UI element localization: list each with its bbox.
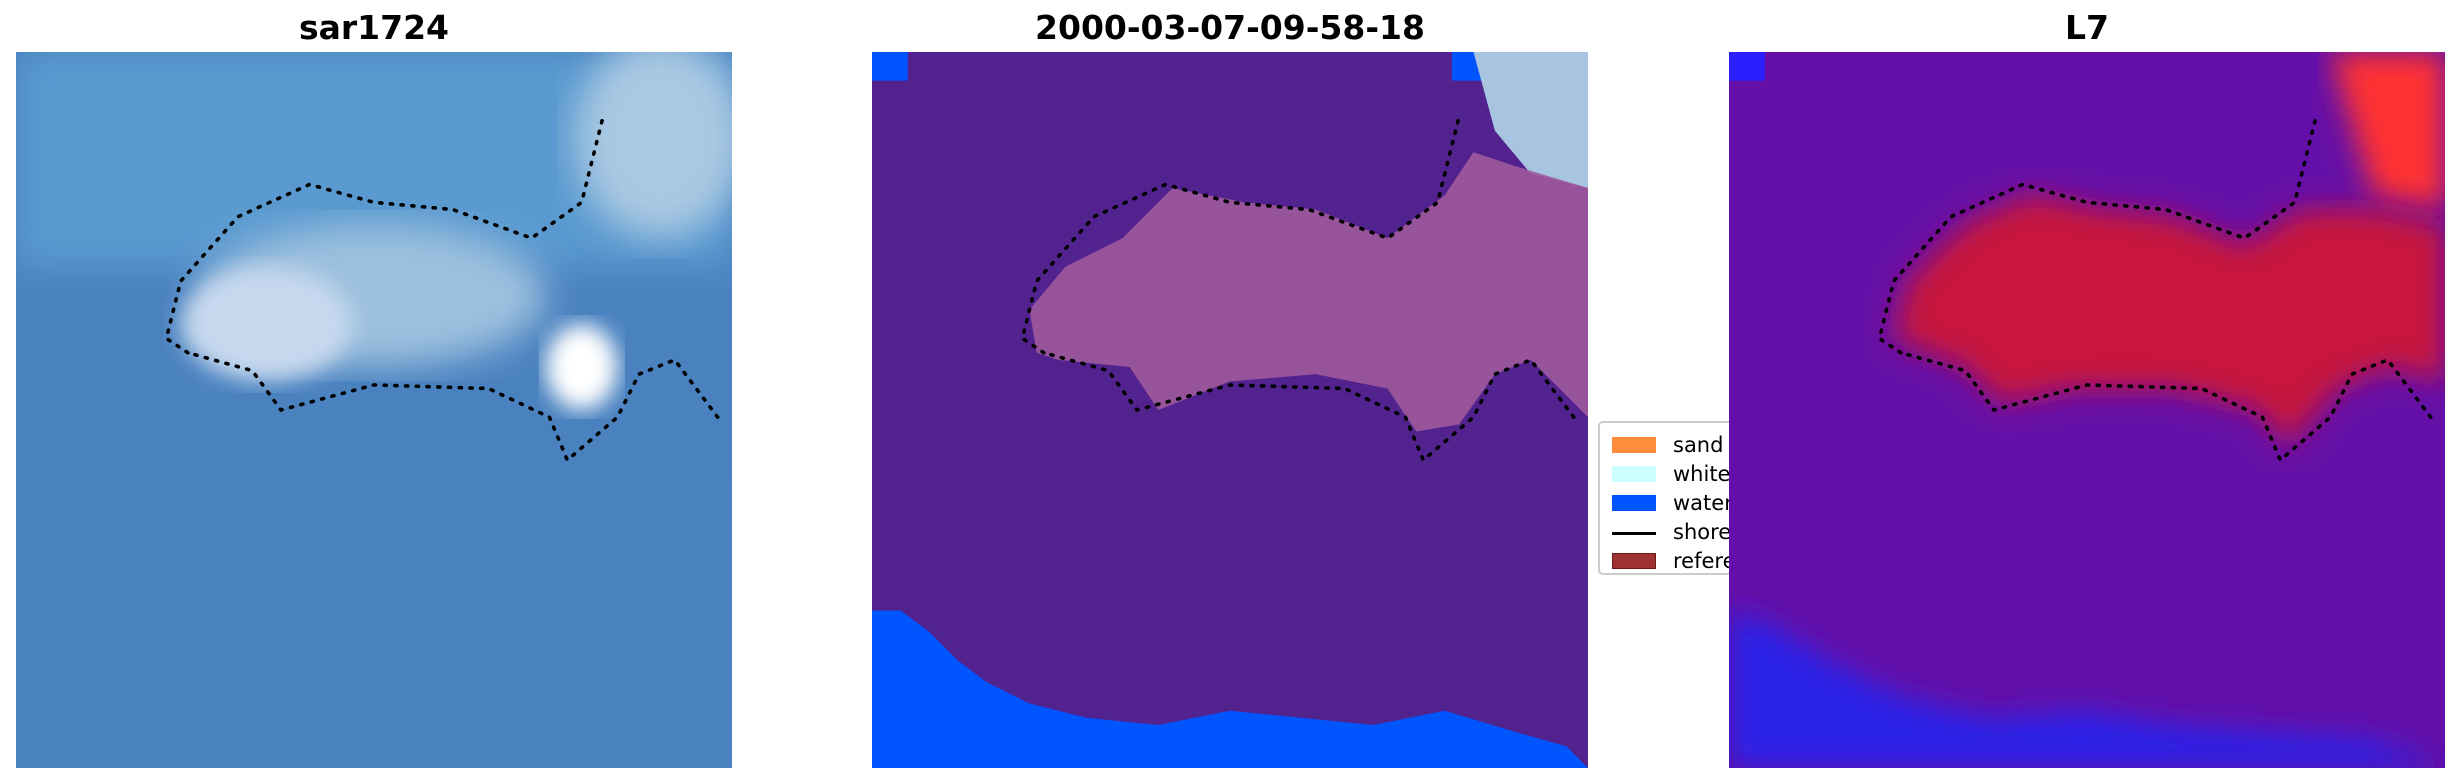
- panel-title-index: L7: [2065, 8, 2109, 47]
- shoreline-path: [1877, 114, 2433, 464]
- legend-item-water: water: [1612, 491, 1733, 515]
- shoreline-line-swatch: [1612, 531, 1656, 535]
- legend-label: referer: [1673, 549, 1742, 573]
- shoreline-path: [164, 114, 720, 464]
- rgb-image-panel: [16, 52, 732, 768]
- water-swatch: [1612, 495, 1656, 511]
- legend: sand whitew water shoreli referer: [1598, 421, 1742, 575]
- legend-label: water: [1673, 491, 1733, 515]
- index-panel: [1729, 52, 2445, 768]
- panel-title-classification: 2000-03-07-09-58-18: [1035, 8, 1425, 47]
- classification-panel: [872, 52, 1588, 768]
- legend-item-whitewater: whitew: [1612, 462, 1742, 486]
- legend-item-sand: sand: [1612, 433, 1723, 457]
- legend-label: shoreli: [1673, 520, 1742, 544]
- index-high-region: [1893, 195, 2445, 446]
- whitewater-swatch: [1612, 466, 1656, 482]
- shoreline-path: [1020, 114, 1576, 464]
- reference-region: [1029, 152, 1588, 432]
- legend-label: whitew: [1673, 462, 1742, 486]
- reference-swatch: [1612, 553, 1656, 569]
- legend-item-shoreline: shoreli: [1612, 520, 1742, 544]
- sand-swatch: [1612, 437, 1656, 453]
- legend-item-reference: referer: [1612, 549, 1742, 573]
- panel-title-rgb: sar1724: [298, 8, 450, 47]
- legend-label: sand: [1673, 433, 1724, 457]
- water-region: [872, 610, 1588, 768]
